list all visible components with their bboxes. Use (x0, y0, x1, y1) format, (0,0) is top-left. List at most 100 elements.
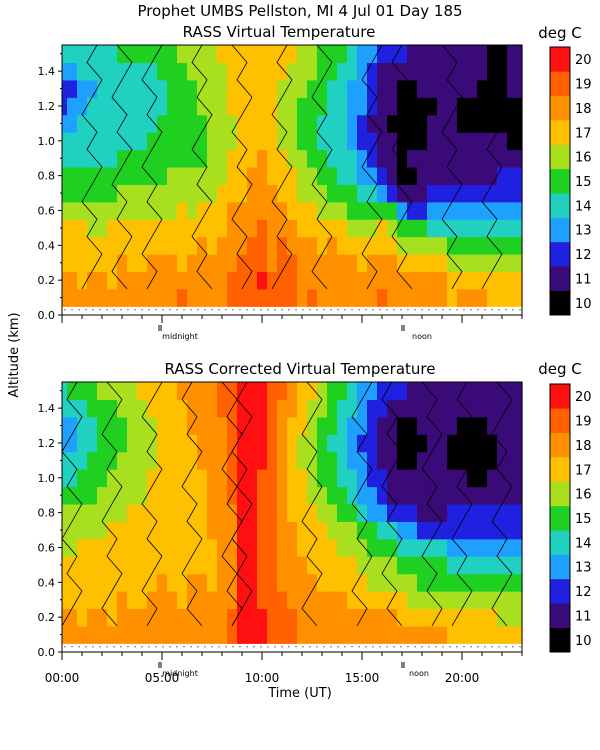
heatmap-cell (267, 219, 278, 238)
heatmap-cell (437, 503, 448, 522)
heatmap-cell (347, 288, 358, 307)
heatmap-cell (197, 62, 208, 81)
heatmap-cell (407, 451, 418, 470)
heatmap-cell (467, 521, 478, 540)
heatmap-cell (177, 382, 188, 401)
dotted-line-dot (281, 646, 283, 648)
heatmap-cell (237, 503, 248, 522)
panel-2-colorbar-title: deg C (538, 360, 582, 378)
heatmap-cell (437, 149, 448, 168)
heatmap-cell (377, 201, 388, 220)
heatmap-cell (407, 521, 418, 540)
heatmap-cell (427, 62, 438, 81)
y-tick-label: 1.0 (38, 135, 56, 148)
heatmap-cell (237, 288, 248, 307)
heatmap-cell (167, 219, 178, 238)
heatmap-cell (507, 79, 518, 98)
heatmap-cell (237, 591, 248, 610)
dotted-line-dot (456, 309, 458, 311)
heatmap-cell (67, 166, 78, 185)
heatmap-cell (417, 503, 428, 522)
heatmap-cell (257, 97, 268, 116)
heatmap-cell (327, 573, 338, 592)
heatmap-cell (277, 114, 288, 133)
heatmap-cell (407, 625, 418, 644)
heatmap-cell (417, 184, 428, 203)
heatmap-cell (77, 184, 88, 203)
heatmap-cell (167, 399, 178, 418)
heatmap-cell (467, 399, 478, 418)
heatmap-cell (457, 201, 468, 220)
heatmap-cell (497, 236, 508, 255)
colorbar-swatch (550, 408, 570, 434)
heatmap-cell (387, 608, 398, 627)
heatmap-cell (87, 149, 98, 168)
heatmap-cell (247, 538, 258, 557)
heatmap-cell (62, 608, 68, 627)
heatmap-cell (487, 591, 498, 610)
heatmap-cell (97, 288, 108, 307)
heatmap-cell (177, 538, 188, 557)
heatmap-cell (227, 625, 238, 644)
heatmap-cell (137, 97, 148, 116)
heatmap-cell (187, 45, 198, 64)
dotted-line-dot (113, 646, 115, 648)
heatmap-cell (287, 591, 298, 610)
heatmap-cell (147, 503, 158, 522)
dotted-line-dot (323, 646, 325, 648)
heatmap-cell (127, 271, 138, 290)
heatmap-cell (487, 97, 498, 116)
heatmap-cell (267, 434, 278, 453)
heatmap-cell (387, 114, 398, 133)
heatmap-cell (397, 573, 408, 592)
heatmap-cell (357, 503, 368, 522)
heatmap-cell (427, 271, 438, 290)
heatmap-cell (62, 166, 68, 185)
heatmap-cell (457, 434, 468, 453)
heatmap-cell (307, 503, 318, 522)
heatmap-cell (207, 573, 218, 592)
heatmap-cell (97, 219, 108, 238)
heatmap-cell (167, 288, 178, 307)
heatmap-cell (357, 486, 368, 505)
heatmap-cell (517, 236, 523, 255)
dotted-line-dot (281, 309, 283, 311)
heatmap-cell (277, 573, 288, 592)
heatmap-cell (87, 503, 98, 522)
heatmap-cell (107, 184, 118, 203)
heatmap-cell (367, 608, 378, 627)
heatmap-cell (77, 149, 88, 168)
heatmap-cell (387, 503, 398, 522)
heatmap-cell (77, 288, 88, 307)
heatmap-cell (127, 149, 138, 168)
heatmap-cell (157, 271, 168, 290)
heatmap-cell (437, 184, 448, 203)
heatmap-cell (67, 62, 78, 81)
heatmap-cell (77, 573, 88, 592)
heatmap-cell (137, 184, 148, 203)
colorbar-tick-label: 12 (575, 585, 592, 600)
heatmap-cell (177, 416, 188, 435)
heatmap-cell (457, 591, 468, 610)
heatmap-cell (297, 79, 308, 98)
heatmap-cell (467, 184, 478, 203)
heatmap-cell (97, 45, 108, 64)
heatmap-cell (377, 236, 388, 255)
heatmap-cell (137, 625, 148, 644)
heatmap-cell (407, 149, 418, 168)
heatmap-cell (257, 503, 268, 522)
y-tick-label: 0.0 (38, 309, 56, 322)
heatmap-cell (97, 469, 108, 488)
heatmap-cell (507, 114, 518, 133)
colorbar-swatch (550, 71, 570, 97)
heatmap-cell (237, 79, 248, 98)
heatmap-cell (347, 114, 358, 133)
heatmap-cell (317, 608, 328, 627)
heatmap-cell (427, 486, 438, 505)
heatmap-cell (367, 236, 378, 255)
heatmap-cell (477, 62, 488, 81)
heatmap-cell (307, 608, 318, 627)
heatmap-cell (437, 591, 448, 610)
heatmap-cell (357, 114, 368, 133)
heatmap-cell (197, 271, 208, 290)
